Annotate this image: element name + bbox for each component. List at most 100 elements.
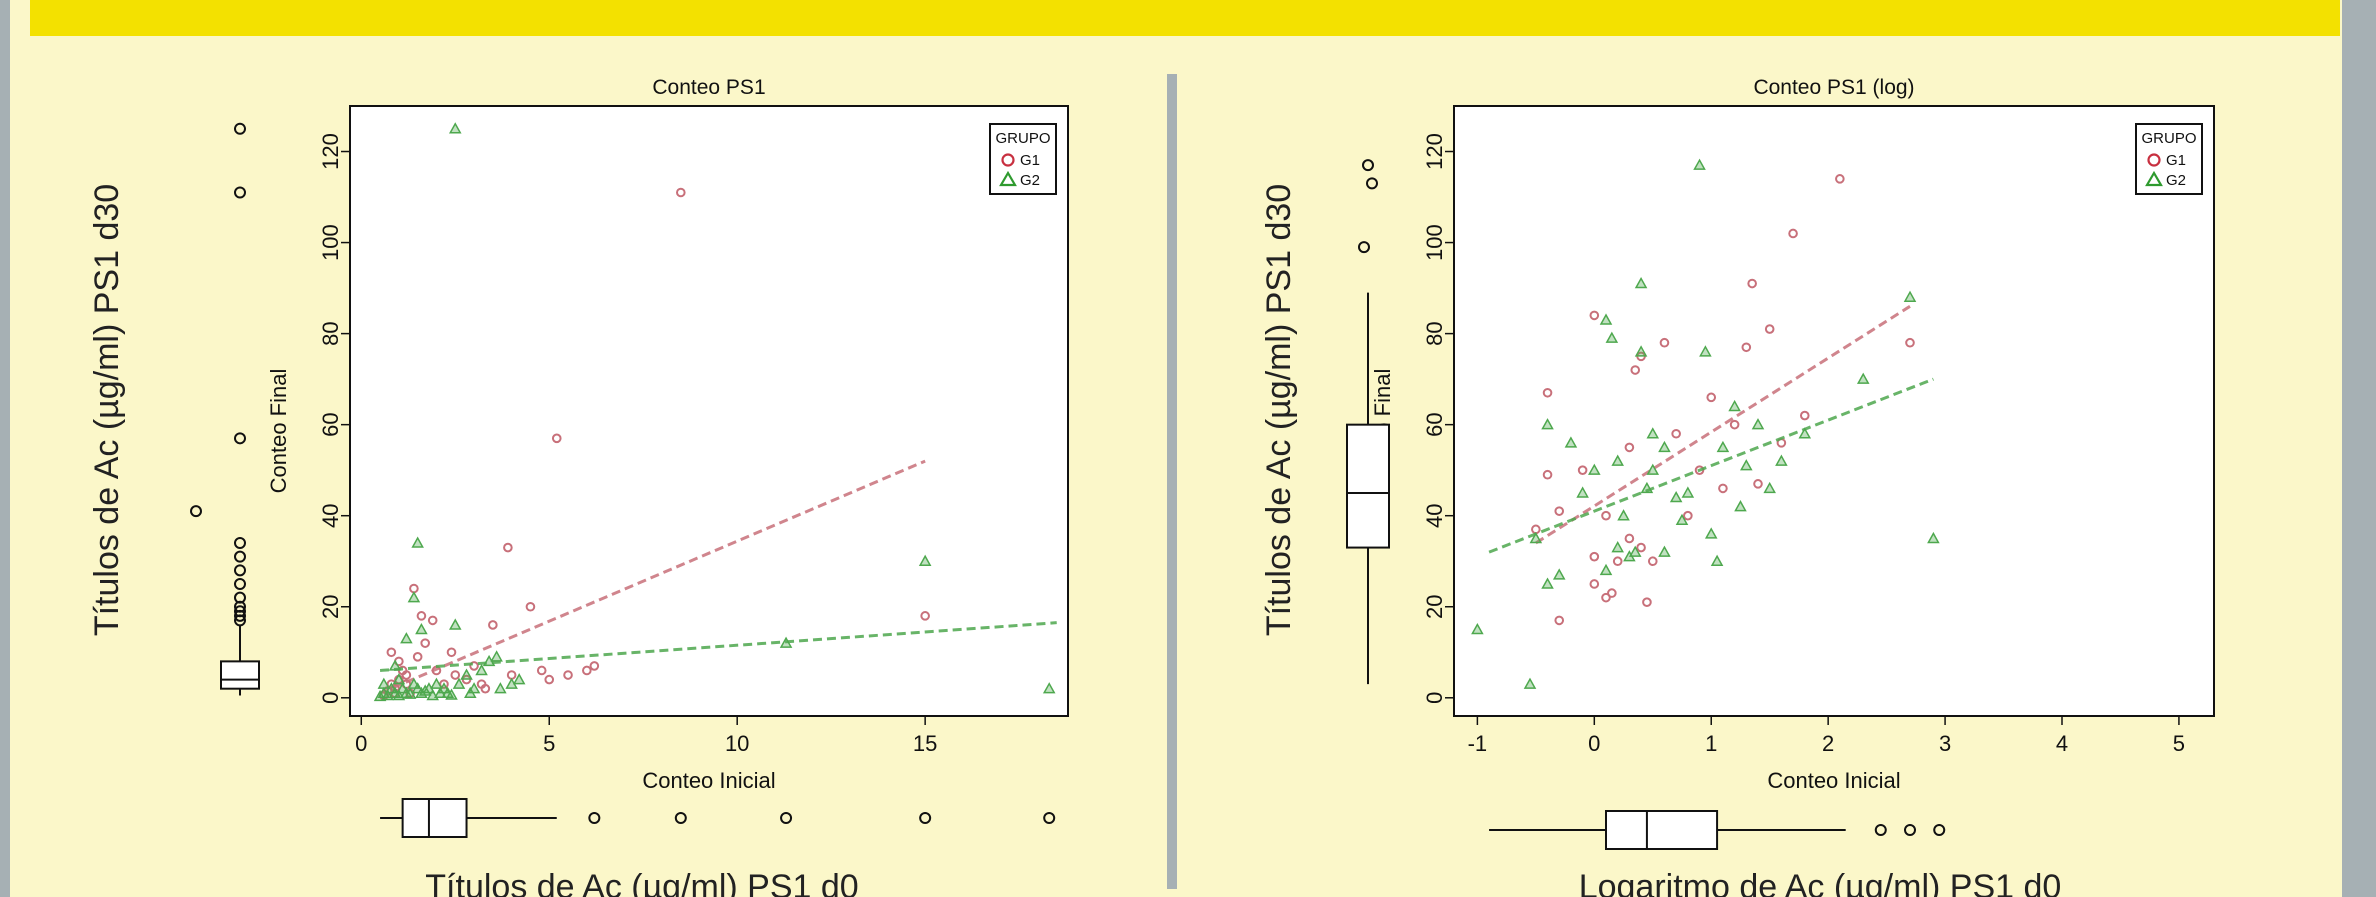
chart-log: Títulos de Ac (µg/ml) PS1 d30 Logaritmo … bbox=[1260, 76, 2215, 897]
y-tick-label: 0 bbox=[1422, 692, 1447, 704]
outer-x-title: Logaritmo de Ac (µg/ml) PS1 d0 bbox=[1579, 868, 2062, 897]
data-point bbox=[589, 661, 600, 671]
y-marginal-boxplot bbox=[1346, 159, 1390, 685]
legend-marker-g2 bbox=[999, 170, 1017, 187]
data-point bbox=[464, 686, 477, 698]
outlier bbox=[1874, 824, 1887, 836]
legend-title: GRUPO bbox=[995, 130, 1050, 147]
data-point bbox=[1646, 427, 1660, 439]
data-point bbox=[448, 618, 462, 630]
box bbox=[401, 798, 468, 838]
data-point bbox=[488, 620, 498, 630]
data-point bbox=[1471, 622, 1484, 635]
legend: GRUPO G1 G2 bbox=[989, 123, 1057, 195]
outlier bbox=[588, 812, 601, 824]
outlier bbox=[234, 122, 246, 135]
outlier bbox=[919, 812, 932, 824]
x-tick-label: -1 bbox=[1468, 731, 1488, 756]
data-point bbox=[1799, 410, 1810, 421]
data-point bbox=[450, 670, 461, 680]
y-tick-label: 40 bbox=[318, 503, 343, 527]
x-tick-label: 0 bbox=[1588, 731, 1600, 756]
data-point bbox=[1741, 342, 1752, 353]
outlier bbox=[1904, 824, 1916, 836]
data-point bbox=[1905, 337, 1915, 348]
data-point bbox=[1589, 310, 1600, 321]
data-point bbox=[1658, 545, 1671, 557]
legend-label-g1: G1 bbox=[1020, 152, 1040, 169]
data-point bbox=[1617, 509, 1630, 521]
data-point bbox=[452, 677, 466, 689]
data-point bbox=[494, 682, 507, 694]
data-point bbox=[1669, 490, 1683, 503]
data-point bbox=[416, 611, 427, 621]
data-point bbox=[1628, 545, 1642, 557]
outlier bbox=[234, 550, 246, 563]
data-point bbox=[445, 688, 458, 700]
data-point bbox=[676, 187, 686, 198]
data-point bbox=[1636, 542, 1646, 553]
outlier bbox=[234, 591, 246, 604]
outlier bbox=[674, 812, 687, 824]
outer-x-title: Títulos de Ac (µg/ml) PS1 d0 bbox=[425, 868, 858, 897]
data-point bbox=[1624, 533, 1635, 544]
y-tick-label: 60 bbox=[1422, 412, 1447, 436]
x-tick-label: 0 bbox=[355, 731, 367, 756]
data-point bbox=[503, 542, 513, 553]
data-point bbox=[1588, 463, 1601, 475]
data-point bbox=[1599, 313, 1613, 325]
y-tick-label: 100 bbox=[1422, 224, 1447, 261]
data-point bbox=[1763, 481, 1776, 494]
outlier bbox=[190, 505, 202, 518]
data-point bbox=[388, 659, 402, 671]
data-point bbox=[1856, 372, 1870, 384]
data-point bbox=[1601, 592, 1611, 603]
data-point bbox=[1589, 551, 1600, 562]
chart-title: Conteo PS1 (log) bbox=[1753, 76, 1914, 99]
y-axis-label: Conteo Final bbox=[266, 369, 291, 494]
data-point bbox=[1658, 440, 1671, 453]
outlier bbox=[234, 577, 246, 590]
data-point bbox=[1927, 531, 1940, 544]
data-point bbox=[1634, 345, 1648, 357]
data-point bbox=[490, 650, 503, 662]
legend-marker-g1 bbox=[2147, 153, 2161, 167]
data-point bbox=[1675, 513, 1689, 526]
data-point bbox=[920, 611, 930, 621]
legend-label-g1: G1 bbox=[2166, 152, 2186, 169]
data-point bbox=[420, 638, 430, 648]
legend-label-g2: G2 bbox=[1020, 172, 1040, 189]
trend-line bbox=[1535, 305, 1911, 545]
data-point bbox=[400, 632, 413, 644]
y-tick-label: 20 bbox=[1422, 595, 1447, 619]
outer-y-title: Títulos de Ac (µg/ml) PS1 d30 bbox=[88, 184, 126, 636]
data-point bbox=[1542, 387, 1553, 398]
data-point bbox=[1764, 324, 1775, 334]
data-point bbox=[1740, 459, 1753, 471]
data-point bbox=[1576, 486, 1589, 498]
data-point bbox=[1647, 556, 1658, 567]
data-point bbox=[1903, 290, 1917, 302]
data-point bbox=[563, 670, 573, 680]
outlier bbox=[1933, 824, 1946, 836]
x-tick-label: 3 bbox=[1939, 731, 1951, 756]
box bbox=[1605, 810, 1719, 850]
data-point bbox=[1734, 500, 1747, 512]
y-tick-label: 20 bbox=[318, 595, 343, 619]
data-point bbox=[1706, 392, 1717, 403]
data-point bbox=[536, 665, 547, 676]
outlier bbox=[780, 812, 793, 824]
legend-label-g2: G2 bbox=[2166, 172, 2186, 189]
legend-box bbox=[2135, 123, 2203, 195]
data-point bbox=[427, 615, 438, 626]
data-point bbox=[525, 601, 536, 612]
data-point bbox=[1693, 158, 1706, 170]
data-point bbox=[582, 665, 592, 676]
data-point bbox=[1681, 486, 1695, 498]
box bbox=[1346, 423, 1390, 549]
data-point bbox=[1704, 527, 1718, 539]
outlier bbox=[234, 432, 246, 445]
data-point bbox=[411, 536, 424, 548]
data-point bbox=[1683, 510, 1693, 521]
data-point bbox=[1607, 588, 1617, 598]
